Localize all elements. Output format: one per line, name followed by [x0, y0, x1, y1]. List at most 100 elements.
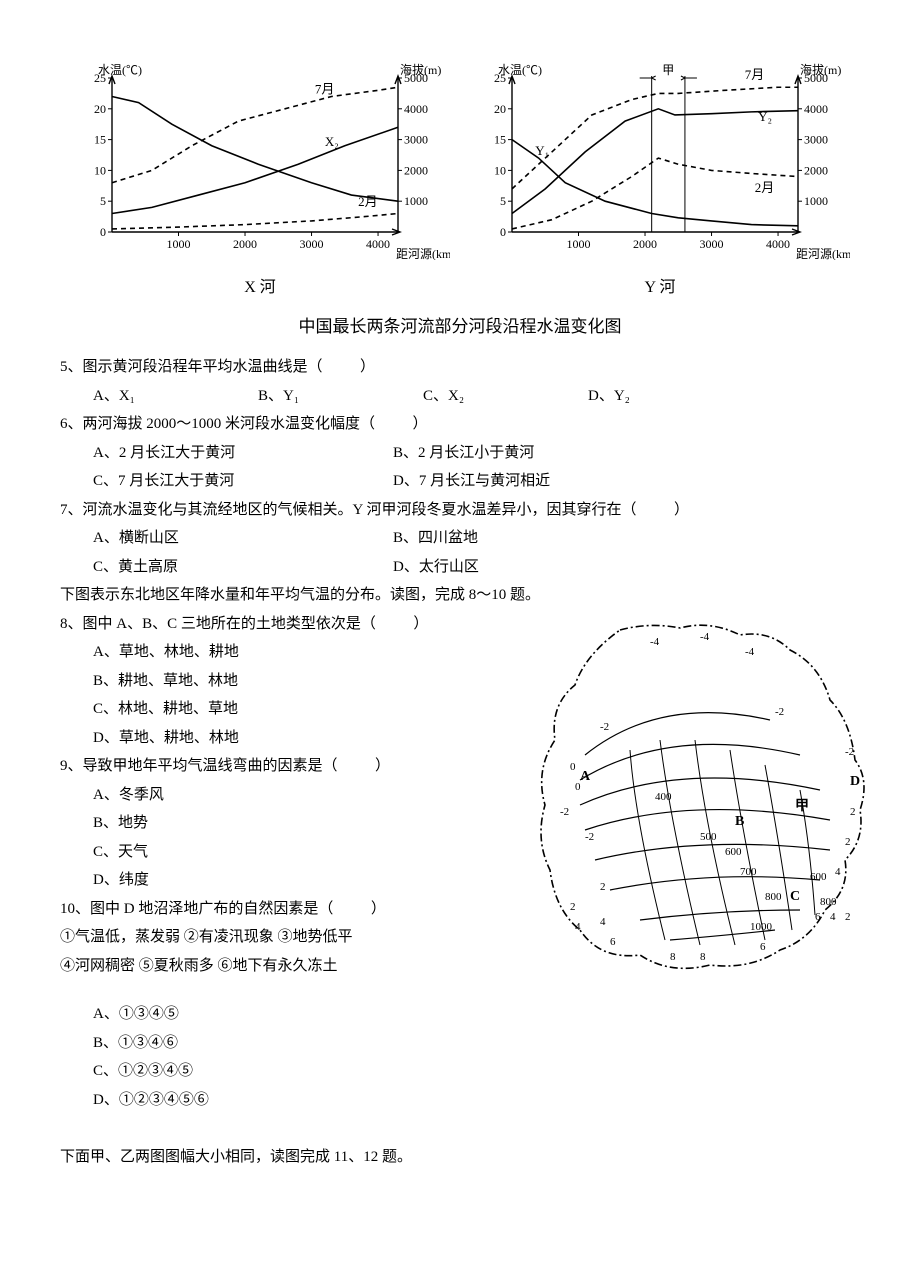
q6-tail: ）: [413, 416, 428, 432]
svg-text:C: C: [790, 889, 800, 904]
svg-text:2: 2: [570, 901, 576, 913]
svg-text:2月: 2月: [755, 180, 775, 195]
q10-conds: ①气温低，蒸发弱 ②有凌汛现象 ③地势低平: [60, 923, 490, 952]
svg-text:3000: 3000: [700, 237, 724, 251]
q8-tail: ）: [413, 616, 428, 632]
svg-text:-4: -4: [650, 636, 660, 648]
svg-text:20: 20: [494, 102, 506, 116]
q10-text: 10、图中 D 地沼泽地广布的自然因素是（: [60, 901, 333, 917]
svg-text:1000: 1000: [804, 194, 828, 208]
svg-text:6: 6: [610, 936, 616, 948]
svg-text:8: 8: [670, 951, 676, 963]
svg-text:7月: 7月: [745, 67, 765, 82]
svg-text:3000: 3000: [300, 237, 324, 251]
svg-text:2000: 2000: [404, 163, 428, 177]
svg-text:2月: 2月: [358, 194, 378, 209]
q7-opt-c: C、黄土高原: [93, 553, 393, 582]
q5-opt-d: D、Y₂: [588, 382, 753, 411]
svg-text:-4: -4: [745, 646, 755, 658]
svg-text:4: 4: [830, 911, 836, 923]
svg-text:800: 800: [820, 896, 837, 908]
q6-opt-c: C、7 月长江大于黄河: [93, 467, 393, 496]
svg-text:距河源(km): 距河源(km): [396, 247, 450, 260]
q5-text: 5、图示黄河段沿程年平均水温曲线是（: [60, 359, 323, 375]
svg-text:3000: 3000: [804, 133, 828, 147]
svg-text:15: 15: [94, 133, 106, 147]
svg-text:1000: 1000: [750, 921, 773, 933]
svg-text:2: 2: [850, 806, 856, 818]
q9-tail: ）: [375, 758, 390, 774]
svg-text:海拔(m): 海拔(m): [400, 62, 441, 77]
svg-text:A: A: [580, 769, 591, 784]
q7-opt-b: B、四川盆地: [393, 524, 693, 553]
charts-caption: 中国最长两条河流部分河段沿程水温变化图: [60, 311, 860, 343]
q5-opt-c: C、X₂: [423, 382, 588, 411]
q10-options: A、①③④⑤ B、①③④⑥ C、①②③④⑤ D、①②③④⑤⑥: [93, 1000, 860, 1114]
northeast-map: ABCD甲-4-4-4-2-2-2002-2-22224464642886400…: [500, 610, 880, 990]
svg-text:Y₁: Y₁: [535, 143, 549, 158]
svg-text:500: 500: [700, 831, 717, 843]
svg-text:7月: 7月: [315, 81, 335, 96]
q7-text: 7、河流水温变化与其流经地区的气候相关。Y 河甲河段冬夏水温差异小，因其穿行在（: [60, 502, 637, 518]
q9-opt-b: B、地势: [93, 809, 490, 838]
svg-text:6: 6: [815, 911, 821, 923]
svg-text:0: 0: [570, 761, 576, 773]
q8-10-block: 8、图中 A、B、C 三地所在的土地类型依次是（） A、草地、林地、耕地 B、耕…: [60, 610, 860, 1001]
q6: 6、两河海拔 2000～1000 米河段水温变化幅度（ ）: [60, 410, 860, 439]
svg-text:0: 0: [500, 225, 506, 239]
svg-text:400: 400: [655, 791, 672, 803]
q9: 9、导致甲地年平均气温线弯曲的因素是（ ）: [60, 752, 490, 781]
svg-text:2: 2: [845, 836, 851, 848]
q8-opt-b: B、耕地、草地、林地: [93, 667, 490, 696]
svg-text:4: 4: [600, 916, 606, 928]
q9-opt-c: C、天气: [93, 838, 490, 867]
q10-opt-b: B、①③④⑥: [93, 1029, 860, 1058]
q5-options: A、X₁ B、Y₁ C、X₂ D、Y₂: [93, 382, 860, 411]
q8-opt-a: A、草地、林地、耕地: [93, 638, 490, 667]
svg-text:1000: 1000: [567, 237, 591, 251]
svg-text:600: 600: [810, 871, 827, 883]
q10: 10、图中 D 地沼泽地广布的自然因素是（ ）: [60, 895, 490, 924]
svg-text:4: 4: [835, 866, 841, 878]
q6-text: 6、两河海拔 2000～1000 米河段水温变化幅度（: [60, 416, 375, 432]
svg-text:5: 5: [100, 194, 106, 208]
q5: 5、图示黄河段沿程年平均水温曲线是（）: [60, 353, 860, 382]
q8: 8、图中 A、B、C 三地所在的土地类型依次是（）: [60, 610, 490, 639]
q8-opt-c: C、林地、耕地、草地: [93, 695, 490, 724]
svg-text:8: 8: [700, 951, 706, 963]
svg-text:2: 2: [600, 881, 606, 893]
svg-text:2000: 2000: [633, 237, 657, 251]
q9-text: 9、导致甲地年平均气温线弯曲的因素是（: [60, 758, 338, 774]
svg-text:甲: 甲: [795, 798, 809, 814]
charts-row: 0510152025100020003000400050001000200030…: [60, 60, 860, 303]
svg-text:4000: 4000: [804, 102, 828, 116]
svg-text:Y₂: Y₂: [758, 109, 772, 124]
q9-opt-a: A、冬季风: [93, 781, 490, 810]
q5-opt-a: A、X₁: [93, 382, 258, 411]
q10-opt-a: A、①③④⑤: [93, 1000, 860, 1029]
q10-tail: ）: [371, 901, 386, 917]
svg-text:-2: -2: [600, 721, 609, 733]
svg-text:水温(℃): 水温(℃): [98, 63, 142, 77]
svg-text:X₂: X₂: [325, 134, 339, 149]
map-col: ABCD甲-4-4-4-2-2-2002-2-22224464642886400…: [500, 610, 880, 1001]
chart-y-label: Y 河: [470, 273, 850, 303]
svg-text:10: 10: [494, 163, 506, 177]
svg-text:-4: -4: [700, 631, 710, 643]
q7: 7、河流水温变化与其流经地区的气候相关。Y 河甲河段冬夏水温差异小，因其穿行在（…: [60, 496, 860, 525]
svg-text:甲: 甲: [662, 63, 674, 77]
q10-opt-d: D、①②③④⑤⑥: [93, 1086, 860, 1115]
svg-text:-2: -2: [560, 806, 569, 818]
q7-opt-d: D、太行山区: [393, 553, 693, 582]
svg-text:4: 4: [575, 921, 581, 933]
q7-tail: ）: [674, 502, 689, 518]
q9-opt-d: D、纬度: [93, 866, 490, 895]
svg-text:4000: 4000: [404, 102, 428, 116]
q7-options: A、横断山区 B、四川盆地 C、黄土高原 D、太行山区: [93, 524, 860, 581]
q6-options: A、2 月长江大于黄河 B、2 月长江小于黄河 C、7 月长江大于黄河 D、7 …: [93, 439, 860, 496]
svg-text:5: 5: [500, 194, 506, 208]
chart-x-label: X 河: [70, 273, 450, 303]
chart-x-box: 0510152025100020003000400050001000200030…: [70, 60, 450, 303]
svg-text:700: 700: [740, 866, 757, 878]
q8-10-left: 8、图中 A、B、C 三地所在的土地类型依次是（） A、草地、林地、耕地 B、耕…: [60, 610, 490, 981]
